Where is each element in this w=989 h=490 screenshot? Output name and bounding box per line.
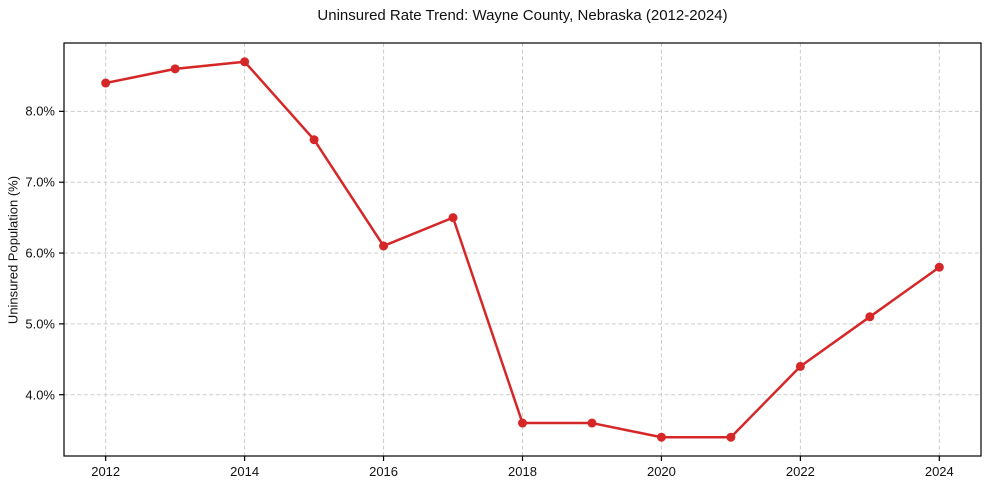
- data-point-2020: [656, 432, 666, 442]
- data-point-2023: [865, 312, 875, 322]
- x-tick-label: 2020: [646, 464, 676, 479]
- x-tick-label: 2012: [91, 464, 121, 479]
- x-tick-label: 2016: [369, 464, 399, 479]
- y-tick-label: 4.0%: [25, 387, 55, 403]
- data-point-2015: [309, 135, 319, 145]
- y-tick-label: 8.0%: [25, 103, 55, 119]
- data-point-2019: [587, 418, 597, 428]
- data-point-2017: [448, 213, 458, 223]
- x-tick-label: 2024: [924, 464, 954, 479]
- x-tick-label: 2018: [508, 464, 537, 479]
- axes-spines: [63, 42, 982, 457]
- x-tick-label: 2014: [230, 464, 260, 479]
- data-point-2016: [379, 241, 389, 251]
- plot-area: [59, 42, 982, 461]
- data-point-2012: [101, 78, 111, 88]
- y-tick-label: 5.0%: [25, 316, 55, 332]
- y-tick-label: 7.0%: [25, 174, 55, 190]
- data-point-2013: [170, 64, 180, 74]
- data-point-2024: [934, 262, 944, 272]
- line-chart: [59, 42, 982, 461]
- chart-title: Uninsured Rate Trend: Wayne County, Nebr…: [317, 7, 728, 24]
- data-point-2018: [518, 418, 527, 428]
- data-point-2014: [240, 57, 250, 67]
- data-point-2022: [795, 361, 805, 371]
- y-tick-label: 6.0%: [25, 245, 55, 261]
- y-axis-label: Uninsured Population (%): [5, 175, 21, 325]
- data-point-2021: [726, 432, 736, 442]
- x-tick-label: 2022: [785, 464, 815, 479]
